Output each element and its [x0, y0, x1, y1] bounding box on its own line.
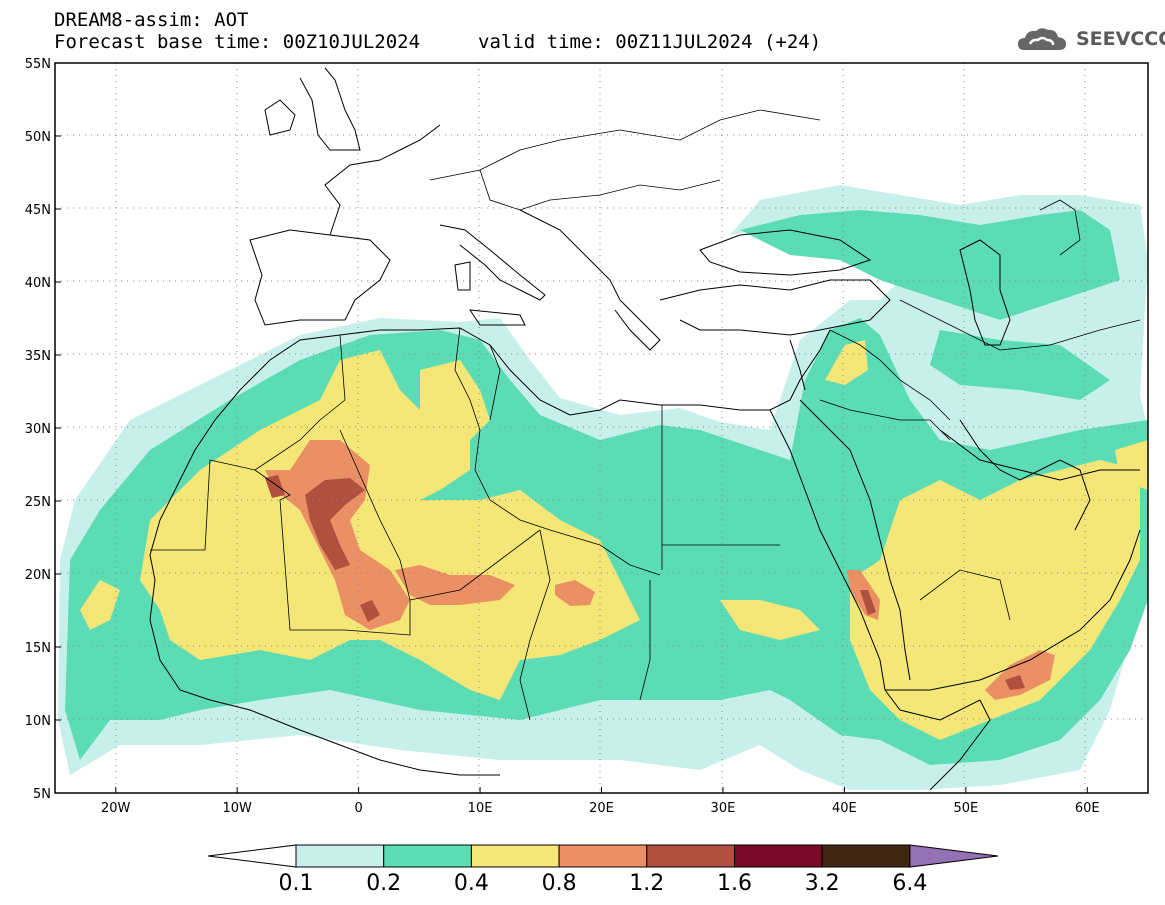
aot-level-0.4: [80, 340, 1148, 740]
colorbar-swatch: [821, 844, 911, 868]
logo-text: SEEVCCC: [1076, 28, 1165, 50]
y-tick-label: 5N: [33, 787, 51, 802]
x-tick-label: 10W: [222, 801, 252, 816]
y-tick-label: 55N: [25, 57, 51, 72]
x-tick-label: 20W: [101, 801, 131, 816]
y-tick-label: 25N: [25, 495, 51, 510]
colorbar-swatch: [383, 844, 472, 868]
y-tick-label: 15N: [25, 641, 51, 656]
forecast-base-time: Forecast base time: 00Z10JUL2024: [54, 31, 421, 53]
axis-ticks: 20W 10W 0 10E 20E 30E 40E 50E 60E 5N 10N 15N 20N 25N 3…: [25, 57, 1100, 816]
y-tick-label: 40N: [25, 276, 51, 291]
valid-time: valid time: 00Z11JUL2024 (+24): [478, 31, 822, 53]
colorbar-swatch: [470, 844, 560, 868]
colorbar: [207, 844, 998, 868]
y-tick-label: 35N: [25, 349, 51, 364]
colorbar-swatch: [295, 844, 385, 868]
y-tick-label: 45N: [25, 203, 51, 218]
y-tick-label: 50N: [25, 130, 51, 145]
x-tick-label: 0: [354, 801, 362, 816]
colorbar-level-label: 3.2: [804, 871, 840, 896]
graticule: [55, 63, 1148, 793]
x-tick-label: 10E: [468, 801, 493, 816]
x-tick-label: 20E: [589, 801, 614, 816]
map-title: DREAM8-assim: AOT: [54, 9, 249, 31]
y-tick-label: 20N: [25, 568, 51, 583]
colorbar-swatch: [734, 844, 823, 868]
colorbar-over-arrow: [909, 844, 998, 868]
y-tick-label: 10N: [25, 714, 51, 729]
colorbar-swatch: [558, 844, 648, 868]
x-tick-label: 30E: [711, 801, 736, 816]
colorbar-level-label: 6.4: [892, 871, 928, 896]
colorbar-under-arrow: [207, 844, 297, 868]
country-borders: [150, 109, 1141, 721]
x-tick-label: 60E: [1075, 801, 1100, 816]
colorbar-swatch: [646, 844, 735, 868]
x-tick-label: 50E: [953, 801, 978, 816]
colorbar-level-label: 0.1: [278, 871, 314, 896]
cloud-icon: [1018, 28, 1066, 50]
y-tick-label: 30N: [25, 422, 51, 437]
colorbar-level-label: 0.2: [366, 871, 402, 896]
colorbar-level-label: 1.6: [717, 871, 752, 896]
x-tick-label: 40E: [832, 801, 857, 816]
colorbar-level-label: 0.4: [453, 871, 489, 896]
colorbar-level-label: 0.8: [541, 871, 577, 896]
colorbar-level-label: 1.2: [629, 871, 665, 896]
coastlines: [149, 67, 1141, 791]
